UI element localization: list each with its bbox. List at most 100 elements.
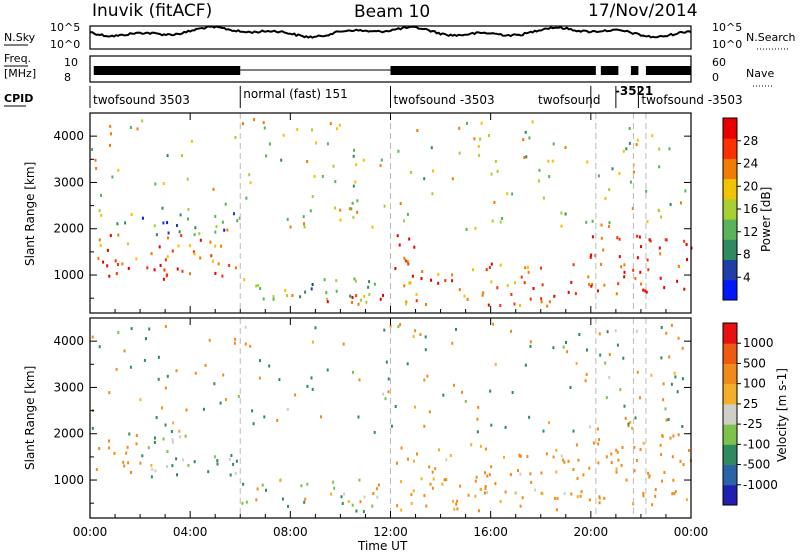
power-cell — [153, 224, 156, 228]
power-cell — [590, 253, 593, 257]
power-cell — [253, 118, 256, 122]
velocity-cell — [576, 495, 579, 499]
power-cell — [243, 278, 246, 282]
power-cell — [398, 243, 401, 247]
velocity-cell — [552, 455, 555, 459]
power-cell — [326, 300, 329, 304]
velocity-cell — [642, 494, 645, 498]
power-cell — [117, 263, 119, 266]
power-cell — [167, 231, 170, 235]
power-cell — [91, 148, 93, 151]
power-cell — [463, 294, 466, 298]
velocity-cell — [268, 364, 271, 368]
velocity-cell — [423, 378, 426, 382]
power-cell — [574, 292, 577, 296]
power-cell — [325, 291, 328, 295]
power-cell — [299, 295, 302, 299]
power-cell — [162, 277, 165, 281]
velocity-cell — [662, 398, 665, 402]
power-cell — [155, 233, 158, 237]
velocity-cell — [569, 386, 572, 389]
velocity-cell — [387, 390, 390, 394]
power-cell — [335, 127, 338, 131]
velocity-cell — [135, 434, 138, 437]
power-cell — [187, 217, 189, 221]
power-cell — [646, 258, 649, 262]
power-cell — [451, 177, 454, 181]
power-cell — [368, 293, 371, 296]
velocity-cell — [276, 419, 279, 422]
power-cell — [108, 274, 111, 278]
velocity-cell — [208, 338, 211, 342]
nsky-tick-top: 10^5 — [50, 21, 80, 34]
velocity-cell — [332, 480, 335, 484]
velocity-yaxis: 4000 3000 2000 1000 — [53, 317, 691, 504]
power-cell — [296, 127, 299, 131]
velocity-cell — [300, 484, 303, 488]
power-cell — [586, 160, 589, 164]
velocity-cell — [207, 470, 210, 474]
power-cell — [352, 154, 355, 158]
power-cell — [499, 220, 502, 224]
velocity-cell — [451, 341, 454, 345]
velocity-cell — [279, 479, 282, 482]
power-cell — [356, 199, 359, 203]
power-cell — [193, 252, 196, 256]
power-cell — [499, 263, 502, 267]
power-cell — [109, 143, 111, 147]
power-cell — [353, 148, 355, 152]
power-cell — [176, 224, 178, 227]
velocity-cell — [586, 348, 588, 352]
power-cell — [309, 209, 312, 213]
velocity-cell — [639, 396, 641, 400]
velocity-cell — [576, 477, 579, 480]
power-cell — [190, 139, 193, 143]
power-ytick-3: 1000 — [53, 268, 84, 282]
power-cell — [551, 159, 554, 163]
power-cell — [430, 278, 432, 282]
velocity-cell — [672, 434, 675, 438]
power-cell — [522, 138, 525, 142]
power-cell — [339, 208, 342, 212]
power-cell — [490, 172, 493, 176]
power-cell — [600, 262, 603, 266]
nave-label: Nave — [746, 67, 774, 80]
velocity-cell — [213, 455, 216, 459]
velocity-cell — [509, 473, 512, 477]
power-cbar-swatch-2 — [723, 239, 737, 261]
power-colorbar: 28 24 20 16 12 8 4 — [722, 117, 758, 301]
power-cell — [199, 256, 202, 260]
power-cell — [311, 128, 313, 132]
power-cell — [405, 302, 407, 306]
power-ytick-1: 3000 — [53, 175, 84, 189]
velocity-cell — [399, 323, 402, 327]
velocity-cbar-tick-3: 25 — [743, 397, 758, 411]
velocity-cell — [617, 458, 620, 462]
power-cell — [514, 281, 517, 285]
velocity-cell — [303, 500, 306, 504]
velocity-cell — [503, 455, 505, 459]
velocity-cell — [651, 503, 654, 507]
velocity-cell — [155, 416, 158, 420]
velocity-cbar-swatch-8 — [723, 323, 737, 344]
velocity-cell — [330, 492, 333, 496]
power-cell — [396, 234, 399, 238]
power-cell — [352, 215, 355, 219]
velocity-cell — [413, 459, 415, 463]
power-cell — [629, 180, 632, 184]
velocity-cell — [117, 331, 120, 334]
velocity-cell — [633, 469, 636, 473]
power-cell — [97, 257, 100, 260]
power-cell — [591, 219, 594, 223]
velocity-cell — [130, 470, 132, 474]
xtick-5: 20:00 — [574, 525, 609, 539]
velocity-cell — [185, 408, 188, 412]
velocity-cell — [484, 471, 486, 475]
power-cell — [180, 234, 183, 238]
power-cell — [162, 182, 165, 185]
velocity-cell — [631, 426, 633, 430]
velocity-cell — [578, 333, 581, 336]
velocity-cell — [562, 458, 565, 462]
power-cell — [109, 124, 112, 128]
power-cell — [524, 266, 527, 270]
